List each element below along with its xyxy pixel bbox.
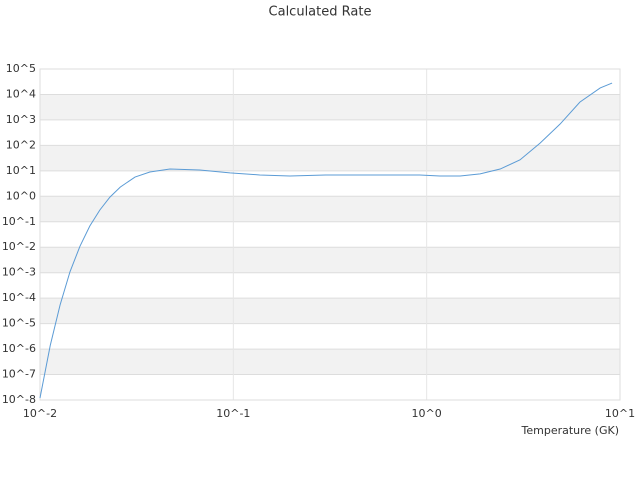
grid-band	[40, 145, 620, 171]
y-tick-label: 10^-8	[2, 393, 36, 406]
grid-band	[40, 196, 620, 222]
grid-band	[40, 94, 620, 120]
grid-band	[40, 247, 620, 273]
x-axis-label: Temperature (GK)	[521, 424, 620, 437]
series-line	[39, 82, 613, 399]
y-tick-label: 10^1	[6, 164, 36, 177]
chart-title: Calculated Rate	[269, 5, 372, 20]
y-tick-label: 10^0	[6, 189, 36, 202]
y-tick-label: 10^-4	[2, 291, 36, 304]
y-tick-label: 10^5	[6, 62, 36, 75]
y-tick-label: 10^2	[6, 138, 36, 151]
x-tick-label: 10^1	[605, 407, 635, 420]
y-tick-label: 10^-6	[2, 342, 36, 355]
y-tick-label: 10^4	[6, 87, 36, 100]
y-tick-label: 10^-7	[2, 368, 36, 381]
x-tick-label: 10^-2	[23, 407, 57, 420]
y-tick-label: 10^-1	[2, 215, 36, 228]
grid-band	[40, 349, 620, 375]
y-tick-label: 10^-3	[2, 266, 36, 279]
x-tick-label: 10^0	[412, 407, 442, 420]
y-tick-label: 10^3	[6, 113, 36, 126]
grid-band	[40, 298, 620, 324]
x-tick-label: 10^-1	[216, 407, 250, 420]
y-tick-label: 10^-5	[2, 317, 36, 330]
plot-frame	[39, 68, 621, 401]
y-tick-label: 10^-2	[2, 240, 36, 253]
